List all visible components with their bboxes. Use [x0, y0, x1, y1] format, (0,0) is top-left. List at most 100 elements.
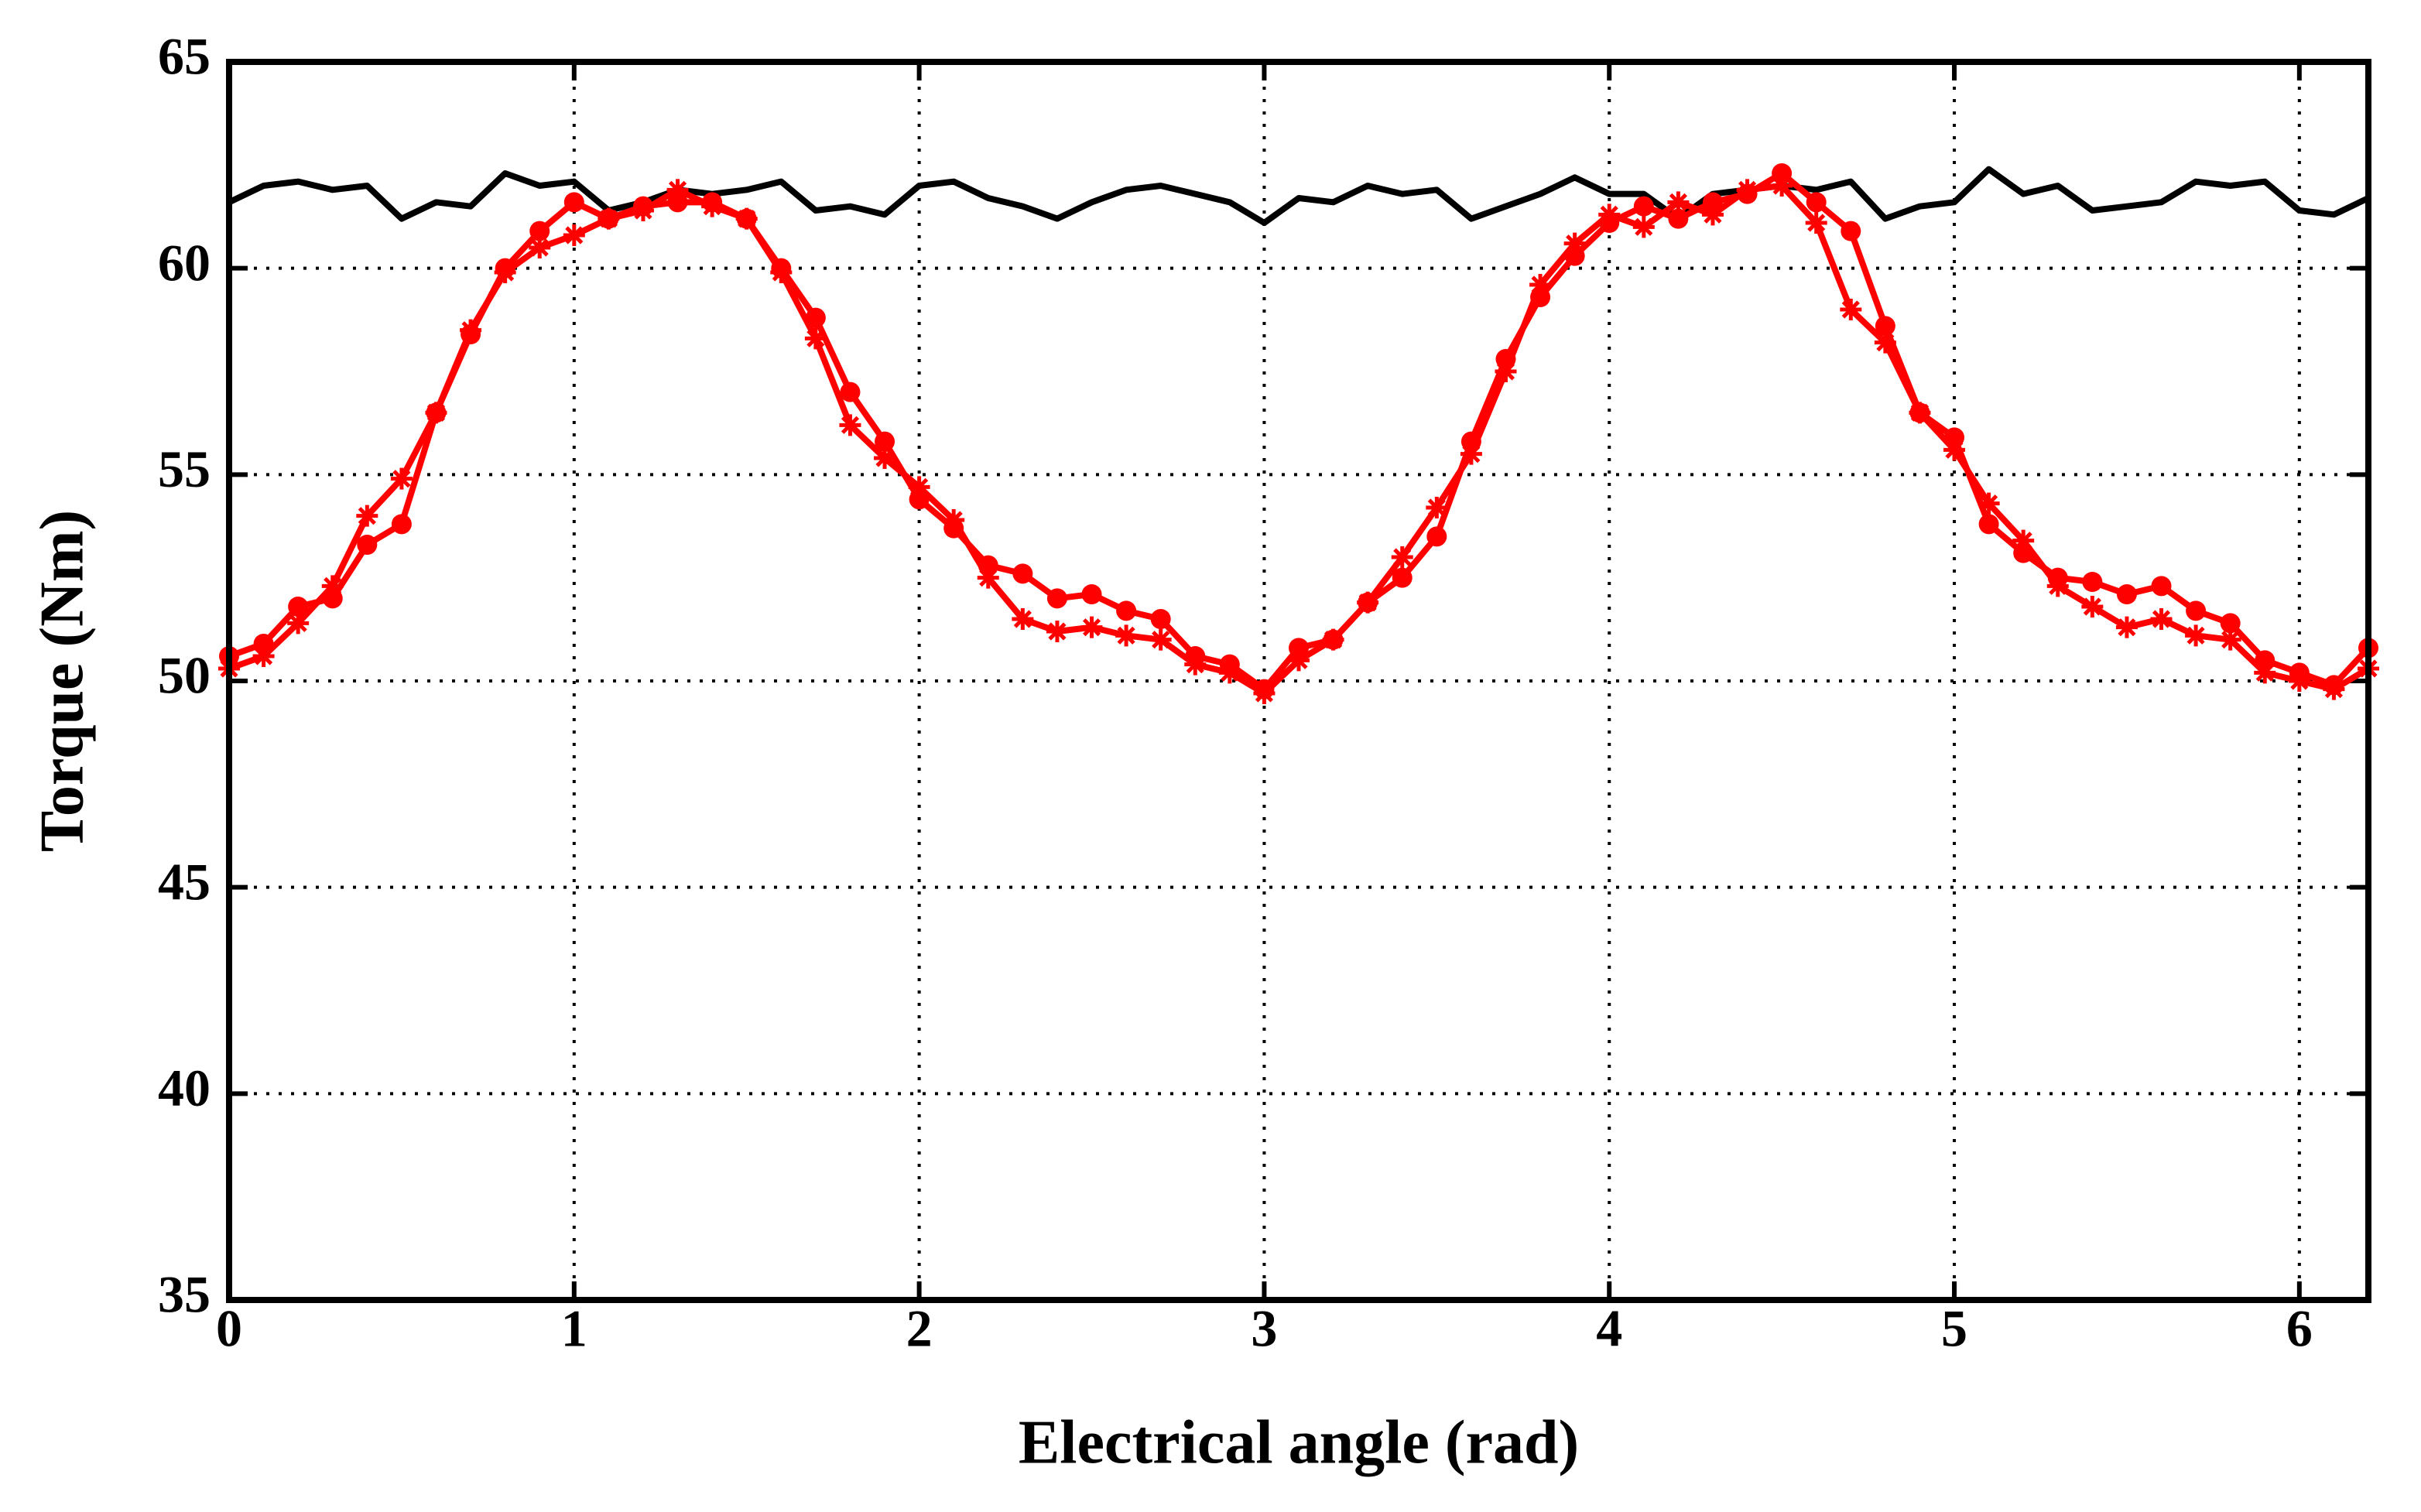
marker	[2082, 572, 2103, 592]
marker	[1150, 609, 1171, 629]
marker	[840, 381, 861, 402]
x-tick-label: 2	[906, 1299, 933, 1358]
marker	[1563, 232, 1586, 255]
marker	[2186, 600, 2207, 621]
marker	[1080, 616, 1103, 638]
marker	[1460, 443, 1482, 465]
marker	[2151, 576, 2172, 597]
marker	[1218, 662, 1241, 684]
marker	[494, 262, 516, 283]
marker	[2150, 608, 2173, 630]
marker	[1426, 526, 1447, 547]
marker	[529, 221, 550, 241]
x-axis-title: Electrical angle (rad)	[1019, 1408, 1579, 1476]
marker	[1736, 179, 1758, 201]
marker	[1978, 514, 1999, 535]
marker	[770, 262, 793, 283]
marker	[2081, 596, 2104, 617]
marker	[804, 327, 827, 350]
marker	[287, 612, 310, 635]
marker	[1771, 175, 1793, 197]
marker	[632, 200, 654, 221]
marker	[2115, 616, 2138, 638]
marker	[1081, 584, 1102, 604]
y-tick-label: 50	[158, 646, 211, 705]
marker	[2254, 662, 2276, 684]
marker	[977, 566, 999, 589]
marker	[666, 179, 689, 201]
x-tick-label: 0	[216, 1299, 242, 1358]
marker	[1357, 591, 1379, 614]
marker	[1875, 316, 1895, 337]
marker	[1667, 191, 1690, 214]
plot-frame	[226, 59, 2371, 1303]
series-line	[228, 166, 2370, 226]
y-tick-label: 35	[158, 1265, 211, 1324]
marker	[1633, 196, 1654, 217]
marker	[1805, 212, 1827, 234]
y-tick-label: 65	[158, 27, 211, 86]
y-tick-label: 45	[158, 852, 211, 911]
y-tick-label: 55	[158, 440, 211, 498]
marker	[2323, 678, 2345, 700]
marker	[1149, 628, 1172, 651]
marker	[1632, 216, 1655, 238]
marker	[598, 207, 620, 230]
x-tick-label: 6	[2286, 1299, 2313, 1358]
marker	[390, 467, 413, 490]
marker	[1426, 497, 1448, 518]
marker	[1288, 649, 1310, 672]
marker	[908, 476, 930, 498]
y-tick-label: 60	[158, 233, 211, 292]
marker	[1046, 588, 1067, 609]
marker	[1841, 221, 1861, 241]
marker	[288, 597, 309, 617]
marker	[1978, 492, 2000, 515]
marker	[1392, 567, 1413, 588]
y-tick-label: 40	[158, 1059, 211, 1117]
marker	[1391, 546, 1413, 568]
marker	[1668, 208, 1689, 229]
marker	[1012, 608, 1034, 630]
marker	[2046, 575, 2069, 597]
marker	[839, 414, 861, 436]
marker	[1909, 402, 1931, 424]
x-tick-label: 3	[1251, 1299, 1277, 1358]
marker	[1943, 439, 1966, 461]
marker	[2185, 624, 2207, 647]
marker	[1840, 299, 1862, 320]
marker	[735, 207, 758, 230]
marker	[701, 195, 724, 217]
marker	[252, 645, 275, 667]
marker	[425, 402, 447, 424]
marker	[1115, 624, 1138, 647]
marker	[1012, 563, 1033, 584]
x-tick-label: 4	[1596, 1299, 1622, 1358]
marker	[2219, 628, 2241, 651]
marker	[875, 431, 895, 452]
x-tick-label: 5	[1941, 1299, 1967, 1358]
marker	[1322, 628, 1344, 651]
marker	[1874, 331, 1896, 354]
marker	[1529, 274, 1552, 296]
marker	[2012, 529, 2035, 552]
marker	[1184, 653, 1207, 676]
marker	[460, 319, 482, 341]
marker	[563, 192, 584, 213]
marker	[943, 509, 965, 531]
marker	[563, 224, 585, 246]
marker	[1046, 621, 1068, 642]
marker	[1116, 600, 1137, 621]
marker	[874, 447, 896, 469]
marker	[1701, 204, 1724, 226]
y-axis-title: Torque (Nm)	[28, 510, 96, 852]
marker	[1806, 192, 1827, 213]
marker	[2288, 670, 2310, 692]
x-tick-label: 1	[561, 1299, 587, 1358]
marker	[1598, 204, 1621, 226]
marker	[2116, 584, 2137, 604]
marker	[2220, 613, 2241, 634]
series-line	[228, 170, 2371, 693]
